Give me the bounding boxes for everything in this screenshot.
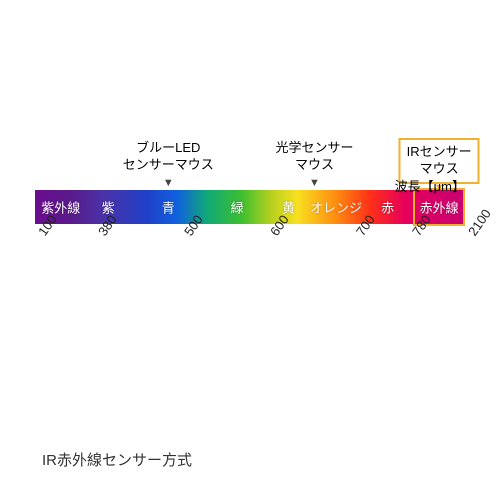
tick-label: 2100 <box>465 206 494 238</box>
band-label: オレンジ <box>310 198 362 217</box>
callout-line: マウス <box>275 157 353 174</box>
band-label: 緑 <box>231 198 244 217</box>
triangle-down-icon: ▼ <box>123 176 214 190</box>
band-label: 赤外線 <box>420 198 459 217</box>
band-label: 黄 <box>282 198 295 217</box>
band-label: 青 <box>162 198 175 217</box>
axis-label: 波長【μm】 <box>395 176 465 195</box>
callout-line: IRセンサー <box>407 144 472 161</box>
callout: ブルーLEDセンサーマウス ▼ <box>123 140 214 190</box>
callout-line: ブルーLED <box>123 140 214 157</box>
band-label: 赤 <box>381 198 394 217</box>
spectrum-chart: ブルーLEDセンサーマウス▼光学センサーマウス▼IRセンサーマウス▼ 紫外線紫青… <box>35 130 465 280</box>
callout: 光学センサーマウス ▼ <box>275 140 353 190</box>
triangle-down-icon: ▼ <box>275 176 353 190</box>
callout-line: 光学センサー <box>275 140 353 157</box>
caption: IR赤外線センサー方式 <box>42 449 192 470</box>
band-labels: 紫外線紫青緑黄オレンジ赤赤外線 <box>35 190 465 224</box>
wavelength-ticks: 1003805006007007802100 <box>35 230 465 280</box>
callout-line: センサーマウス <box>123 157 214 174</box>
spectrum-bar: 紫外線紫青緑黄オレンジ赤赤外線 <box>35 190 465 224</box>
